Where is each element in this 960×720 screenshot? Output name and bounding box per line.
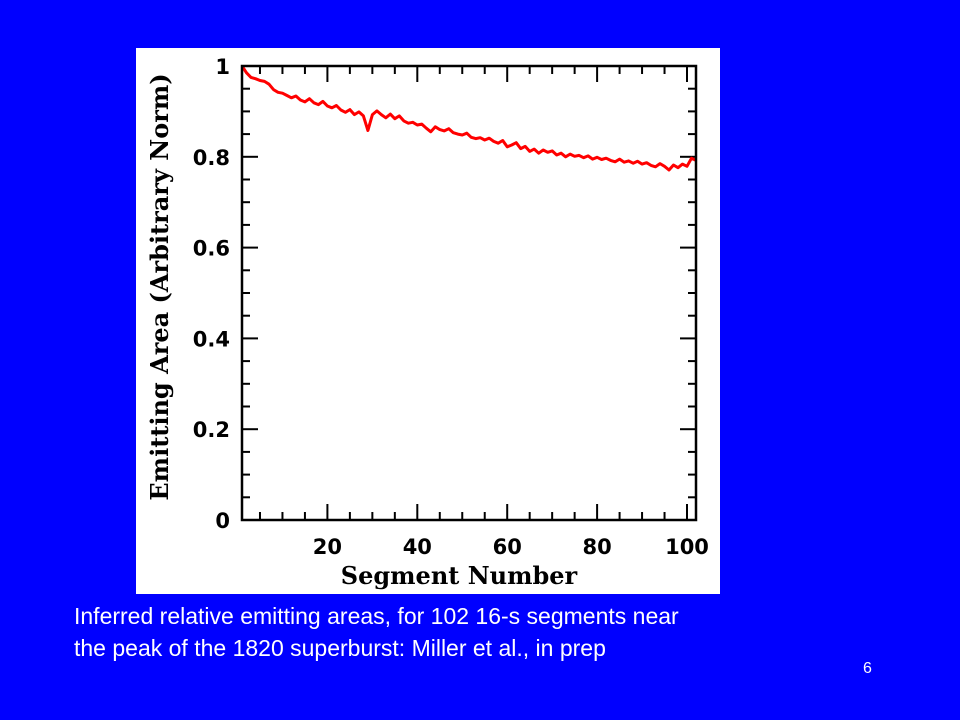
x-axis-title: Segment Number (341, 561, 578, 590)
x-tick-label: 80 (582, 535, 611, 559)
series-line (240, 65, 697, 172)
y-tick-label: 0.6 (193, 237, 230, 261)
x-tick-label: 60 (493, 535, 522, 559)
slide-number: 6 (863, 660, 872, 677)
y-tick-label: 0.4 (193, 327, 230, 351)
axis-ticks (242, 66, 696, 520)
plot-frame (240, 64, 698, 522)
y-tick-label: 1 (215, 55, 230, 79)
caption-line-1: Inferred relative emitting areas, for 10… (74, 603, 679, 629)
y-tick-label: 0.8 (193, 146, 230, 170)
x-tick-label: 20 (313, 535, 342, 559)
slide-caption: Inferred relative emitting areas, for 10… (74, 600, 894, 664)
x-tick-label: 40 (403, 535, 432, 559)
y-tick-label: 0.2 (193, 418, 230, 442)
x-tick-label: 100 (665, 535, 709, 559)
emitting-area-chart: 20 40 60 80 100 0 0.2 0.4 0.6 0.8 1 Segment Numbe… (145, 55, 709, 590)
y-tick-label: 0 (215, 509, 230, 533)
caption-line-2: the peak of the 1820 superburst: Miller … (74, 635, 606, 661)
series-layer (240, 65, 697, 172)
x-tick-labels: 20 40 60 80 100 (313, 535, 709, 559)
chart-panel: 20 40 60 80 100 0 0.2 0.4 0.6 0.8 1 Segment Numbe… (136, 48, 720, 594)
y-tick-labels: 0 0.2 0.4 0.6 0.8 1 (193, 55, 230, 533)
y-axis-title: Emitting Area (Arbitrary Norm) (145, 73, 174, 500)
